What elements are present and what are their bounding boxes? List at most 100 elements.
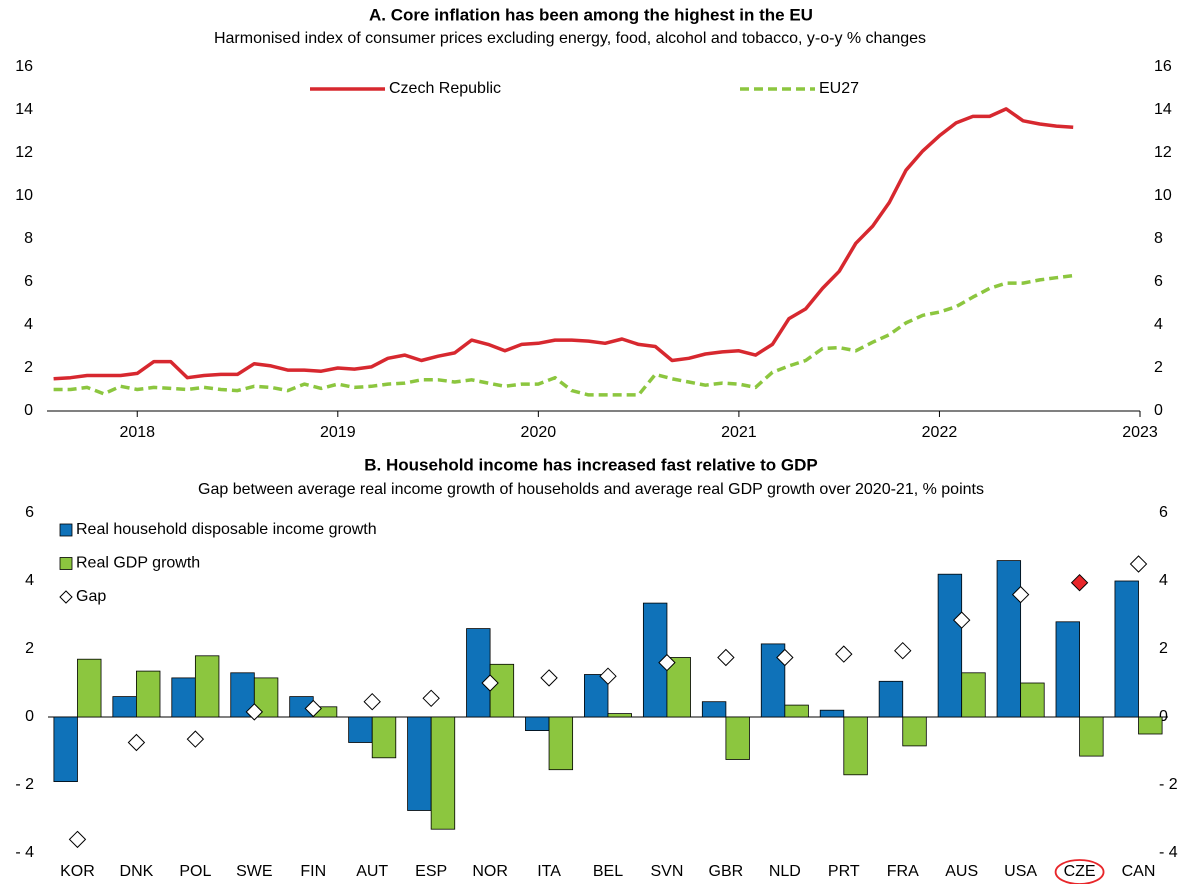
bar xyxy=(253,677,279,718)
gap-marker xyxy=(952,611,971,629)
x-tick-label: ESP xyxy=(415,863,447,880)
legend-label: EU27 xyxy=(819,80,859,97)
y-tick-label: 6 xyxy=(24,273,33,290)
bar xyxy=(878,680,904,718)
y-tick-label: - 4 xyxy=(15,844,34,861)
x-tick-label: NOR xyxy=(472,863,508,880)
gap-marker xyxy=(127,733,146,752)
gap-marker xyxy=(776,648,794,667)
bar xyxy=(819,709,845,718)
x-tick-label: GBR xyxy=(709,863,744,880)
x-tick-label: 2018 xyxy=(119,424,155,441)
y-tick-label: 0 xyxy=(25,708,34,725)
bar xyxy=(407,716,432,811)
bar xyxy=(902,716,927,747)
legend-swatch xyxy=(59,557,73,570)
x-tick-label: ITA xyxy=(537,863,561,880)
legend-label: Real household disposable income growth xyxy=(76,521,377,538)
x-tick-label: FRA xyxy=(887,863,919,880)
bar xyxy=(784,704,809,718)
y-tick-label: 4 xyxy=(24,316,33,333)
y2-tick-label: 2 xyxy=(1154,359,1163,376)
y-tick-label: 8 xyxy=(24,230,33,247)
gap-marker xyxy=(304,699,322,718)
bar xyxy=(760,643,786,718)
bar xyxy=(1055,621,1080,718)
gap-marker xyxy=(422,689,440,708)
x-tick-label: CZE xyxy=(1064,863,1096,880)
legend-label: Czech Republic xyxy=(389,80,501,97)
gap-marker xyxy=(835,645,853,663)
y2-tick-label: 8 xyxy=(1154,230,1163,247)
bar xyxy=(701,701,727,718)
bar xyxy=(725,716,750,760)
chart-title: A. Core inflation has been among the hig… xyxy=(369,5,813,24)
y2-tick-label: 2 xyxy=(1159,640,1168,657)
line-series xyxy=(53,107,1074,381)
y-tick-label: 16 xyxy=(15,58,33,75)
x-tick-label: CAN xyxy=(1122,863,1156,880)
x-tick-label: NLD xyxy=(769,863,801,880)
y2-tick-label: 4 xyxy=(1154,316,1163,333)
bar xyxy=(489,663,515,718)
bar xyxy=(1138,716,1163,735)
y-tick-label: 14 xyxy=(15,101,33,118)
y-tick-label: 2 xyxy=(24,359,33,376)
bar xyxy=(666,657,691,718)
y-tick-label: 6 xyxy=(25,504,34,521)
gap-marker xyxy=(363,692,381,711)
bar xyxy=(843,716,868,776)
bar xyxy=(136,670,161,718)
gap-marker xyxy=(717,648,735,667)
bar xyxy=(112,696,137,718)
x-tick-label: PRT xyxy=(828,863,860,880)
y-tick-label: 0 xyxy=(24,402,33,419)
gap-marker xyxy=(481,674,499,692)
bar xyxy=(548,716,574,771)
gap-marker xyxy=(186,730,205,748)
x-tick-label: POL xyxy=(179,863,211,880)
gap-marker xyxy=(658,653,676,672)
chart-title: B. Household income has increased fast r… xyxy=(364,455,817,474)
gap-marker xyxy=(245,703,264,721)
chart-subtitle: Harmonised index of consumer prices excl… xyxy=(214,30,926,47)
y2-tick-label: 14 xyxy=(1154,101,1172,118)
y2-tick-label: 6 xyxy=(1159,504,1168,521)
bar xyxy=(937,573,963,718)
x-tick-label: USA xyxy=(1004,863,1037,880)
y-tick-label: - 2 xyxy=(15,776,34,793)
bar xyxy=(371,716,397,759)
y2-tick-label: 12 xyxy=(1154,144,1172,161)
x-tick-label: SVN xyxy=(650,863,683,880)
y-tick-label: 10 xyxy=(15,187,33,204)
gap-marker xyxy=(894,641,912,660)
y-tick-label: 4 xyxy=(25,572,34,589)
bar xyxy=(77,658,102,718)
x-tick-label: 2019 xyxy=(320,424,356,441)
gap-marker xyxy=(540,669,558,687)
bar xyxy=(1079,716,1104,757)
chart-subtitle: Gap between average real income growth o… xyxy=(198,481,984,498)
x-tick-label: KOR xyxy=(60,863,95,880)
x-tick-label: 2023 xyxy=(1122,424,1158,441)
bar xyxy=(1020,682,1045,718)
x-tick-label: FIN xyxy=(300,863,326,880)
x-tick-label: DNK xyxy=(120,863,154,880)
x-tick-label: 2022 xyxy=(922,424,958,441)
gap-marker xyxy=(599,667,617,685)
y2-tick-label: 10 xyxy=(1154,187,1172,204)
legend-label: Real GDP growth xyxy=(76,555,200,572)
gap-marker xyxy=(1129,555,1148,573)
line-series xyxy=(53,273,1074,397)
y-tick-label: 2 xyxy=(25,640,34,657)
x-tick-label: SWE xyxy=(236,863,272,880)
bar xyxy=(607,713,632,718)
bar xyxy=(1114,580,1139,718)
bar xyxy=(525,716,550,732)
bar xyxy=(53,716,78,782)
x-tick-label: AUS xyxy=(945,863,978,880)
y2-tick-label: 0 xyxy=(1154,402,1163,419)
x-tick-label: AUT xyxy=(356,863,388,880)
y-tick-label: 12 xyxy=(15,144,33,161)
